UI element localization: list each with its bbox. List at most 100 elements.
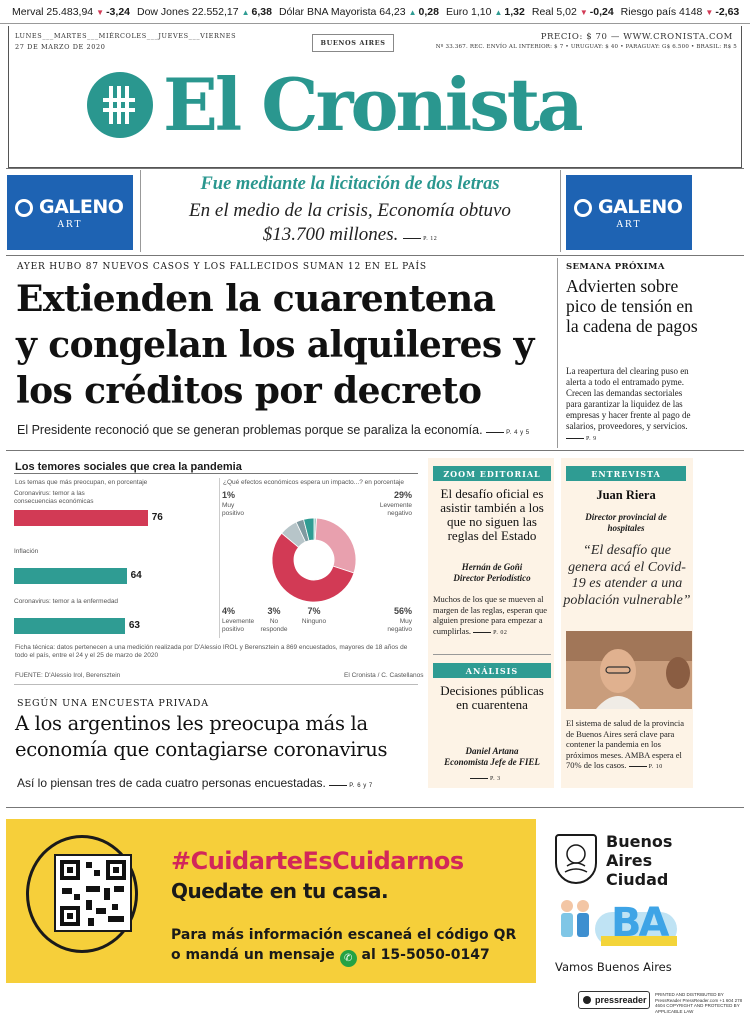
top-teaser[interactable]: Fue mediante la licitación de dos letras…	[140, 170, 560, 252]
bar	[14, 568, 127, 584]
bar-chart-subtitle: Los temas que más preocupan, en porcenta…	[15, 479, 148, 486]
divider	[6, 450, 744, 451]
headline-line: los créditos por decreto	[16, 370, 482, 412]
pie-slice	[271, 532, 355, 603]
ad-info: Para más información escaneá el código Q…	[171, 927, 517, 943]
bar	[14, 510, 148, 526]
ticker-item: Euro 1,101,32	[446, 6, 525, 18]
ticker-name: Dow Jones 22.552,17	[137, 6, 239, 18]
ticker-item: Real 5,02-0,24	[532, 6, 614, 18]
price-line: PRECIO: $ 70 — WWW.CRONISTA.COM	[540, 32, 733, 42]
chart-title: Los temores sociales que crea la pandemi…	[15, 461, 242, 473]
divider	[560, 170, 561, 252]
side-headline[interactable]: Advierten sobre pico de tensión en la ca…	[566, 276, 698, 336]
page-ref: P. 10	[629, 764, 663, 770]
city-shield-icon	[555, 834, 597, 884]
main-subhead-text: El Presidente reconoció que se generan p…	[17, 423, 483, 437]
author-name: Daniel Artana	[465, 746, 519, 756]
pie-value-label: 29%	[394, 490, 412, 500]
analisis-tag: ANÁLISIS	[433, 663, 551, 678]
regional-prices: Nº 33.367. REC. ENVÍO AL INTERIOR: $ 7 •…	[435, 44, 737, 50]
pie-category-label: positivo	[222, 510, 244, 517]
newspaper-logo[interactable]: El Cronista	[87, 62, 627, 164]
divider	[433, 654, 551, 655]
gov-name-line: Ciudad	[606, 870, 669, 889]
qr-code-icon[interactable]	[54, 854, 132, 932]
interviewee-role: Director provincial de hospitales	[585, 512, 667, 533]
pie-value-label: 4%	[222, 606, 235, 616]
ad-contact: o mandá un mensaje ✆ al 15-5050-0147	[171, 947, 490, 967]
gov-name-line: Aires	[606, 851, 653, 870]
pie-slice	[303, 517, 315, 542]
zoom-headline[interactable]: El desafío oficial es asistir también a …	[440, 486, 544, 543]
side-body-text: La reapertura del clearing puso en alert…	[566, 366, 691, 431]
pie-category-label: Muy	[222, 502, 235, 509]
ticker-name: Dólar BNA Mayorista 64,23	[278, 6, 406, 18]
ticker-change-down: -2,63	[705, 6, 739, 18]
bar-category-label: Coronavirus: temor a las consecuencias e…	[14, 490, 94, 505]
gov-name-line: Buenos	[606, 832, 673, 851]
divider	[14, 473, 418, 474]
masthead: LUNES___MARTES___MIÉRCOLES___JUEVES___VI…	[8, 26, 742, 168]
ticker-item: Merval 25.483,94-3,24	[12, 6, 130, 18]
side-kicker: SEMANA PRÓXIMA	[566, 262, 665, 272]
page-ref: P. 02	[473, 630, 507, 636]
whatsapp-icon[interactable]: ✆	[339, 950, 357, 967]
divider	[140, 170, 141, 252]
ticker-change-up: 6,38	[242, 6, 272, 18]
galeno-brand: GALENO	[39, 196, 124, 218]
divider	[6, 807, 744, 808]
divider	[557, 258, 558, 448]
divider	[219, 478, 220, 638]
analisis-page: P. 3	[470, 772, 530, 785]
bar-value-label: 76	[151, 512, 163, 523]
chart-source: FUENTE: D'Alessio Irol, Berensztein	[15, 672, 121, 679]
main-headline[interactable]: Extienden la cuarentena y congelan los a…	[16, 276, 546, 414]
analisis-author: Daniel Artana Economista Jefe de FIEL	[432, 746, 552, 768]
interviewee-name: Juan Riera	[596, 488, 656, 502]
chart-footnote: Ficha técnica: datos pertenecen a una me…	[15, 644, 408, 659]
ticker-change-up: 1,32	[495, 6, 525, 18]
ticker-change-down: -3,24	[96, 6, 130, 18]
ticker-item: Riesgo país 4148-2,63	[621, 6, 740, 18]
side-body: La reapertura del clearing puso en alert…	[566, 366, 694, 445]
zoom-author: Hernán de Goñi Director Periodístico	[432, 562, 552, 584]
opinion-column	[428, 458, 554, 788]
pie-value-label: 3%	[267, 606, 280, 616]
divider	[6, 168, 744, 169]
author-name: Hernán de Goñi	[461, 562, 523, 572]
main-subhead: El Presidente reconoció que se generan p…	[17, 423, 552, 437]
headline-line: y congelan los alquileres y	[16, 324, 534, 366]
bar-category-label: Coronavirus: temor a la enfermedad	[14, 598, 119, 605]
chart-credit: El Cronista / C. Castellanos	[344, 672, 424, 679]
pie-category-label: negativo	[387, 626, 412, 633]
interview-quote[interactable]: “El desafío que genera acá el Covid-19 e…	[563, 543, 691, 608]
pie-slice	[314, 517, 357, 574]
survey-headline[interactable]: A los argentinos les preocupa más la eco…	[15, 712, 388, 761]
city-government-name: Buenos Aires Ciudad	[606, 832, 672, 889]
divider	[14, 684, 418, 685]
zoom-body: Muchos de los que se mueven al margen de…	[433, 594, 551, 638]
galeno-ad-left[interactable]: GALENO ART	[7, 175, 133, 250]
interviewee-photo	[566, 631, 692, 709]
ticker-name: Riesgo país 4148	[620, 6, 703, 18]
galeno-ad-right[interactable]: GALENO ART	[566, 175, 692, 250]
city-slogan: Vamos Buenos Aires	[555, 960, 672, 974]
pie-chart-subtitle: ¿Qué efectos económicos espera un impact…	[223, 479, 405, 486]
government-ad[interactable]: #CuidarteEsCuidarnos Quedate en tu casa.…	[6, 819, 536, 983]
pie-category-label: No	[270, 618, 279, 625]
galeno-logo-icon	[15, 199, 33, 217]
page-ref: P. 12	[403, 236, 437, 242]
pressreader-badge[interactable]: pressreader	[578, 991, 650, 1009]
ticker-item: Dólar BNA Mayorista 64,230,28	[279, 6, 439, 18]
logo-mark-icon	[87, 72, 153, 138]
ad-contact-post: al 15-5050-0147	[361, 947, 490, 963]
entrevista-body-text: El sistema de salud de la provincia de B…	[566, 718, 685, 770]
pie-chart: 1%Muypositivo29%Levementenegativo56%Muyn…	[222, 490, 413, 633]
logo-wordmark: El Cronista	[163, 62, 584, 147]
analisis-headline[interactable]: Decisiones públicas en cuarentena	[440, 683, 544, 712]
teaser-body-text: En el medio de la crisis, Economía obtuv…	[189, 200, 511, 245]
pie-category-label: Levemente	[222, 618, 255, 625]
pie-value-label: 1%	[222, 490, 235, 500]
pie-category-label: negativo	[387, 510, 412, 517]
